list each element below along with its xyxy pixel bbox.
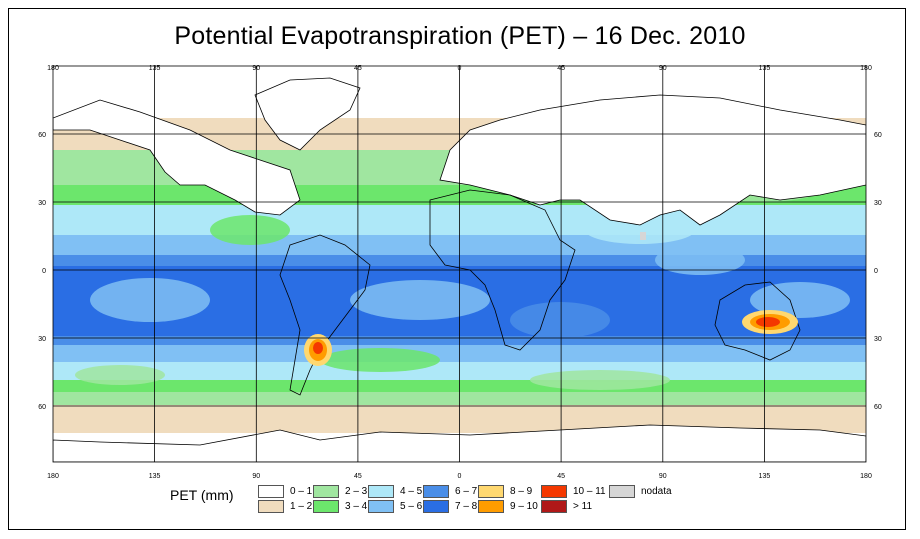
lon-label: 90 xyxy=(659,65,667,72)
legend-swatch xyxy=(478,500,504,513)
north-america xyxy=(53,99,301,216)
lon-label: 45 xyxy=(354,65,362,72)
lat-labels-left: 60 30 0 30 60 xyxy=(38,132,46,411)
legend-swatch xyxy=(423,500,449,513)
lat-label: 60 xyxy=(874,404,882,411)
lat-label: 30 xyxy=(874,200,882,207)
hotspot-argentina xyxy=(304,334,332,366)
legend-label: 5 – 6 xyxy=(400,501,423,512)
legend-label: 10 – 11 xyxy=(573,486,606,497)
figure-frame xyxy=(8,8,906,530)
legend-label: 7 – 8 xyxy=(455,501,478,512)
lon-label: 90 xyxy=(252,473,260,480)
legend-swatch xyxy=(423,485,449,498)
legend-label: 8 – 9 xyxy=(510,486,533,497)
lon-label: 45 xyxy=(557,473,565,480)
legend-label: nodata xyxy=(641,486,672,497)
lat-label: 0 xyxy=(42,268,46,275)
lon-label: 180 xyxy=(47,65,59,72)
lon-label: 135 xyxy=(759,65,771,72)
legend-swatch xyxy=(258,500,284,513)
legend-label: 0 – 1 xyxy=(290,486,313,497)
lon-label: 180 xyxy=(860,473,872,480)
lat-label: 30 xyxy=(38,200,46,207)
graticule xyxy=(52,65,867,463)
lon-label: 180 xyxy=(860,65,872,72)
lon-label: 45 xyxy=(354,473,362,480)
lat-label: 0 xyxy=(874,268,878,275)
legend-label: 1 – 2 xyxy=(290,501,313,512)
lat-label: 60 xyxy=(874,132,882,139)
hotspot-australia xyxy=(742,310,798,334)
legend-swatch xyxy=(258,485,284,498)
lon-labels-top: 180 135 90 45 0 45 90 135 180 xyxy=(47,65,872,72)
legend-label: 4 – 5 xyxy=(400,486,423,497)
legend-label: 9 – 10 xyxy=(510,501,538,512)
lat-label: 30 xyxy=(38,336,46,343)
lon-label: 180 xyxy=(47,473,59,480)
legend-swatch xyxy=(609,485,635,498)
legend-swatch xyxy=(541,485,567,498)
legend-swatch xyxy=(313,485,339,498)
legend-label: 2 – 3 xyxy=(345,486,368,497)
lat-label: 60 xyxy=(38,404,46,411)
lat-labels-right: 60 30 0 30 60 xyxy=(874,132,882,411)
lon-labels-bottom: 180 135 90 45 0 45 90 135 180 xyxy=(47,473,872,480)
lon-label: 135 xyxy=(149,473,161,480)
legend-label: 3 – 4 xyxy=(345,501,368,512)
legend-swatch xyxy=(541,500,567,513)
legend-label: > 11 xyxy=(573,501,592,512)
legend-title: PET (mm) xyxy=(170,487,234,503)
africa xyxy=(429,189,576,351)
legend-swatch xyxy=(368,500,394,513)
lat-label: 60 xyxy=(38,132,46,139)
lon-label: 135 xyxy=(759,473,771,480)
lon-label: 0 xyxy=(458,473,462,480)
eurasia xyxy=(439,94,866,226)
legend-swatch xyxy=(478,485,504,498)
legend-swatch xyxy=(313,500,339,513)
lat-label: 30 xyxy=(874,336,882,343)
nodata-patch xyxy=(640,232,646,240)
lon-label: 45 xyxy=(557,65,565,72)
lon-label: 135 xyxy=(149,65,161,72)
legend-label: 6 – 7 xyxy=(455,486,478,497)
lon-label: 90 xyxy=(659,473,667,480)
lon-label: 90 xyxy=(252,65,260,72)
legend-swatch xyxy=(368,485,394,498)
map-title: Potential Evapotranspiration (PET) – 16 … xyxy=(174,22,746,50)
greenland xyxy=(254,77,361,151)
lon-label: 0 xyxy=(458,65,462,72)
